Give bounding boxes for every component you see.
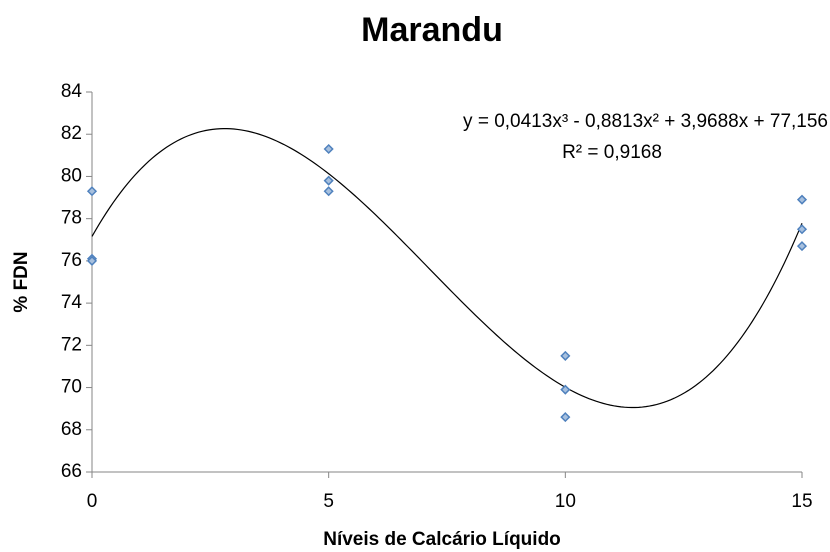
- y-tick-label: 72: [61, 334, 82, 355]
- point: [323, 186, 334, 197]
- y-tick-label: 82: [61, 123, 82, 144]
- x-tick-label: 0: [87, 491, 98, 512]
- x-axis-label: Níveis de Calcário Líquido: [323, 529, 561, 550]
- point: [796, 241, 808, 252]
- y-tick-label: 70: [61, 377, 82, 398]
- trendline: [91, 128, 803, 409]
- trend-r-squared: R² = 0,9168: [562, 142, 662, 163]
- point: [796, 194, 808, 205]
- y-tick-label: 66: [61, 461, 82, 482]
- y-tick-label: 78: [61, 208, 82, 229]
- y-tick-label: 68: [61, 419, 82, 440]
- y-tick-label: 80: [61, 165, 82, 186]
- y-axis-label: % FDN: [11, 251, 32, 312]
- point: [323, 175, 334, 186]
- y-tick-label: 74: [61, 292, 83, 313]
- x-tick-label: 5: [323, 491, 334, 512]
- trend-equation: y = 0,0413x³ - 0,8813x² + 3,9688x + 77,1…: [463, 111, 828, 132]
- point: [796, 224, 808, 235]
- point: [560, 412, 571, 423]
- x-tick-label: 10: [555, 491, 576, 512]
- point: [560, 350, 571, 361]
- chart-title: Marandu: [361, 11, 503, 49]
- point: [86, 255, 98, 266]
- y-tick-label: 84: [61, 81, 83, 102]
- point: [560, 384, 571, 395]
- y-tick-label: 76: [61, 250, 82, 271]
- point: [323, 143, 334, 155]
- point: [86, 186, 98, 197]
- x-tick-label: 15: [791, 491, 812, 512]
